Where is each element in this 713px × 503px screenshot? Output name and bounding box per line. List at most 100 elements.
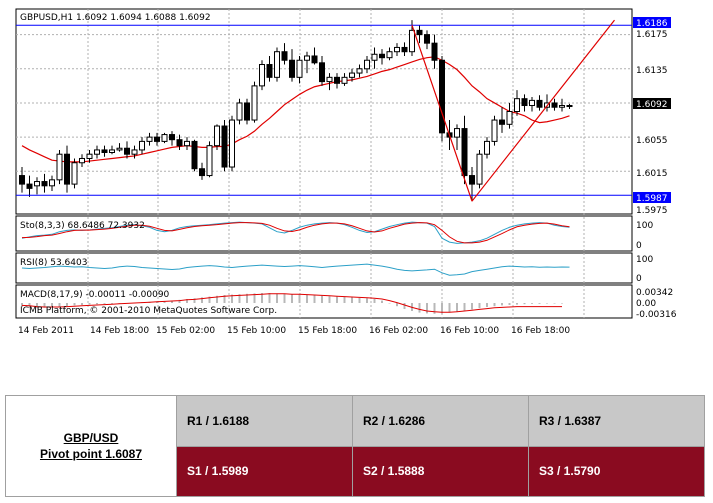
macd-bar [238,294,241,303]
candle-body [131,149,138,155]
candle-body [236,102,243,121]
rsi-label: RSI(8) 53.6403 [20,258,87,268]
candle-body [349,72,355,78]
s1-cell: S1 / 1.5989 [176,445,353,497]
trendlines [411,19,615,202]
candle-body [64,153,70,185]
macd-bar [66,303,68,307]
candle-body [529,99,535,107]
candle-body [184,140,190,147]
candle-body [289,59,295,78]
macd-bar [478,303,481,309]
macd-bar [223,295,226,303]
price-tick: 1.6135 [636,66,668,76]
macd-bar [493,303,496,307]
current-price-tag [633,98,671,109]
stoch-panel [15,215,633,252]
macd-bar [201,297,203,303]
time-tick: 15 Feb 02:00 [156,326,215,336]
candle-body [439,59,445,134]
pivot-table: GBP/USD Pivot point 1.6087 R1 / 1.6188 R… [5,395,705,497]
macd-bar [73,303,76,306]
candle-body [476,153,483,185]
candle-body [49,179,55,187]
r3-cell: R3 / 1.6387 [528,395,705,447]
chart-area: GBPUSD,H1 1.6092 1.6094 1.6088 1.6092 St… [15,8,677,336]
macd-bar [51,303,53,308]
macd-bar [328,296,331,303]
candle-body [491,119,498,142]
macd-bar [358,297,361,303]
candle-body [536,99,543,108]
price-tick: 1.6175 [636,30,668,40]
time-tick: 14 Feb 2011 [18,326,74,336]
time-tick: 15 Feb 18:00 [298,326,357,336]
macd-tick: 0.00 [636,299,656,309]
macd-bar [103,303,106,304]
macd-panel [15,284,633,319]
candle-body [109,149,115,153]
candle-body [341,76,348,84]
candle-body [206,145,213,177]
candle-body [431,42,438,61]
macd-bar [253,293,256,303]
macd-bar [471,303,473,310]
candle-body [244,102,250,121]
macd-bar [171,300,173,303]
macd-bar [531,303,533,304]
stoch-main-line [21,221,570,244]
macd-bar [433,303,436,314]
rsi-panel [15,252,633,284]
stoch-tick: 0 [636,241,642,251]
candle-body [71,162,78,185]
time-tick: 16 Feb 18:00 [511,326,570,336]
macd-bar [441,303,443,314]
macd-bar [208,296,211,303]
macd-bar [96,303,98,305]
candle-body [101,149,108,153]
r2-cell: R2 / 1.6286 [352,395,529,447]
macd-bar [231,294,233,303]
candle-body [161,134,168,142]
macd-bar [396,303,398,307]
macd-bar [486,303,488,307]
pivot-point: Pivot point 1.6087 [39,447,143,461]
candle-body [319,62,325,83]
candle-body [454,128,460,138]
main-panel [15,8,633,215]
candle-body [484,140,490,155]
candle-body [221,125,228,168]
candle-body [514,98,520,112]
macd-bar [216,295,218,303]
pair-cell: GBP/USD Pivot point 1.6087 [5,395,177,497]
candle-body [176,139,183,147]
candle-body [461,128,468,177]
candle-body [146,136,153,142]
time-tick: 16 Feb 02:00 [369,326,428,336]
resistance-tag [633,17,671,28]
candle-body [199,168,205,177]
macd-bar [321,295,323,303]
candle-body [56,153,63,181]
macd-bar [418,303,421,313]
macd-bar [36,303,38,309]
candle-body [386,51,393,59]
macd-bar [276,293,278,303]
candle-body [266,64,273,78]
candle-body [311,55,318,64]
macd-bar [246,293,248,303]
macd-bar [178,299,181,303]
candle-body [401,46,408,53]
candle-body [499,119,505,125]
r1-cell: R1 / 1.6188 [176,395,353,447]
candle-body [326,76,333,83]
candle-body [304,55,310,61]
macd-bar [298,294,301,303]
candle-body [259,64,265,87]
macd-bar [306,295,308,303]
candles [19,20,573,202]
macd-bar [388,303,391,304]
macd-tick: -0.00316 [636,310,677,320]
macd-bar [343,297,346,303]
stoch-signal-line [21,222,570,244]
